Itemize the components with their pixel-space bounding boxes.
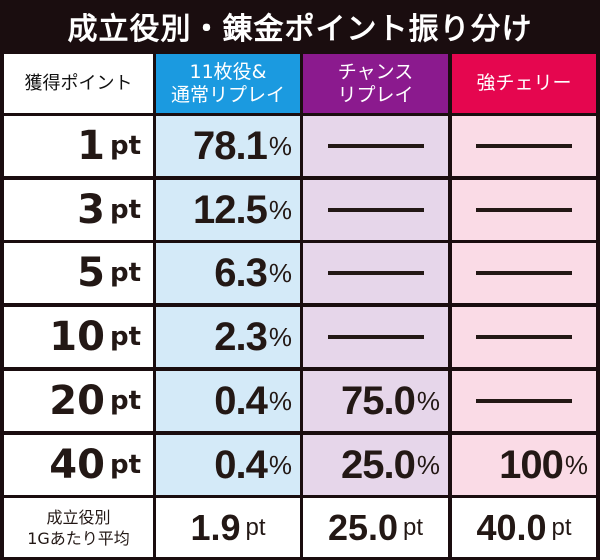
probability-value: 78.1 (193, 123, 268, 168)
empty-cell-chance-replay (303, 180, 448, 240)
average-label-line: 1Gあたり平均 (27, 528, 130, 548)
unit: pt (109, 450, 141, 480)
unit: pt (551, 513, 572, 541)
probability-cell-chance-replay: 75.0% (303, 371, 448, 431)
dash-icon (476, 399, 572, 403)
average-chance-replay: 25.0 pt (303, 498, 448, 557)
unit: pt (109, 131, 141, 161)
points-cell: 20 pt (4, 371, 153, 431)
dash-icon (476, 144, 572, 148)
percent-sign: % (268, 194, 292, 225)
unit: pt (109, 258, 141, 288)
percent-sign: % (268, 130, 292, 161)
probability-value: 6.3 (214, 250, 268, 295)
probability-cell-11mai-replay: 12.5% (156, 180, 300, 240)
average-11mai-replay: 1.9 pt (156, 498, 300, 557)
probability-value: 2.3 (214, 314, 268, 359)
probability-cell-11mai-replay: 6.3% (156, 243, 300, 303)
average-value: 1.9 (190, 506, 241, 548)
dash-icon (327, 335, 424, 339)
header-line: 通常リプレイ (170, 83, 285, 106)
points-cell: 3 pt (4, 180, 153, 240)
empty-cell-strong-cherry (452, 371, 596, 431)
percent-sign: % (416, 449, 440, 480)
probability-cell-11mai-replay: 0.4% (156, 435, 300, 495)
average-label: 成立役別 1Gあたり平均 (4, 498, 153, 557)
header-line: チャンス (337, 60, 414, 83)
probability-cell-11mai-replay: 2.3% (156, 307, 300, 367)
empty-cell-strong-cherry (452, 116, 596, 176)
table-title: 成立役別・錬金ポイント振り分け (67, 12, 533, 47)
points-value: 10 (49, 314, 105, 360)
points-cell: 1 pt (4, 116, 153, 176)
dash-icon (327, 144, 424, 148)
empty-cell-strong-cherry (452, 307, 596, 367)
empty-cell-strong-cherry (452, 180, 596, 240)
header-points-label: 獲得ポイント (24, 73, 133, 94)
dash-icon (476, 335, 572, 339)
points-value: 3 (77, 187, 105, 233)
probability-value: 12.5 (193, 187, 268, 232)
percent-sign: % (268, 257, 292, 288)
probability-cell-11mai-replay: 0.4% (156, 371, 300, 431)
percent-sign: % (416, 385, 440, 416)
points-value: 40 (49, 442, 105, 488)
header-strong-cherry: 強チェリー (452, 54, 596, 113)
points-value: 1 (77, 123, 105, 169)
header-points: 獲得ポイント (4, 54, 153, 113)
dash-icon (327, 271, 424, 275)
probability-value: 75.0 (341, 378, 416, 423)
empty-cell-strong-cherry (452, 243, 596, 303)
probability-value: 0.4 (214, 442, 268, 487)
unit: pt (245, 513, 266, 541)
probability-cell-11mai-replay: 78.1% (156, 116, 300, 176)
average-value: 40.0 (476, 506, 547, 548)
empty-cell-chance-replay (303, 243, 448, 303)
probability-value: 0.4 (214, 378, 268, 423)
percent-sign: % (268, 385, 292, 416)
header-label: 強チェリー (476, 72, 572, 94)
probability-value: 100 (499, 442, 564, 487)
points-value: 20 (49, 378, 105, 424)
probability-cell-strong-cherry: 100% (452, 435, 596, 495)
header-11mai-replay: 11枚役& 通常リプレイ (156, 54, 300, 113)
header-line: 11枚役& (189, 60, 267, 83)
average-value: 25.0 (327, 506, 399, 548)
points-value: 5 (77, 250, 105, 296)
unit: pt (109, 386, 141, 416)
dash-icon (327, 208, 424, 212)
probability-cell-chance-replay: 25.0% (303, 435, 448, 495)
probability-value: 25.0 (341, 442, 416, 487)
percent-sign: % (268, 449, 292, 480)
header-line: リプレイ (337, 83, 414, 106)
unit: pt (109, 195, 141, 225)
percent-sign: % (564, 449, 588, 480)
average-label-line: 成立役別 (46, 507, 111, 527)
points-cell: 5 pt (4, 243, 153, 303)
header-chance-replay: チャンス リプレイ (303, 54, 448, 113)
empty-cell-chance-replay (303, 116, 448, 176)
empty-cell-chance-replay (303, 307, 448, 367)
dash-icon (476, 208, 572, 212)
points-cell: 40 pt (4, 435, 153, 495)
unit: pt (109, 322, 141, 352)
points-cell: 10 pt (4, 307, 153, 367)
dash-icon (476, 271, 572, 275)
unit: pt (403, 513, 424, 541)
average-strong-cherry: 40.0 pt (452, 498, 596, 557)
percent-sign: % (268, 321, 292, 352)
